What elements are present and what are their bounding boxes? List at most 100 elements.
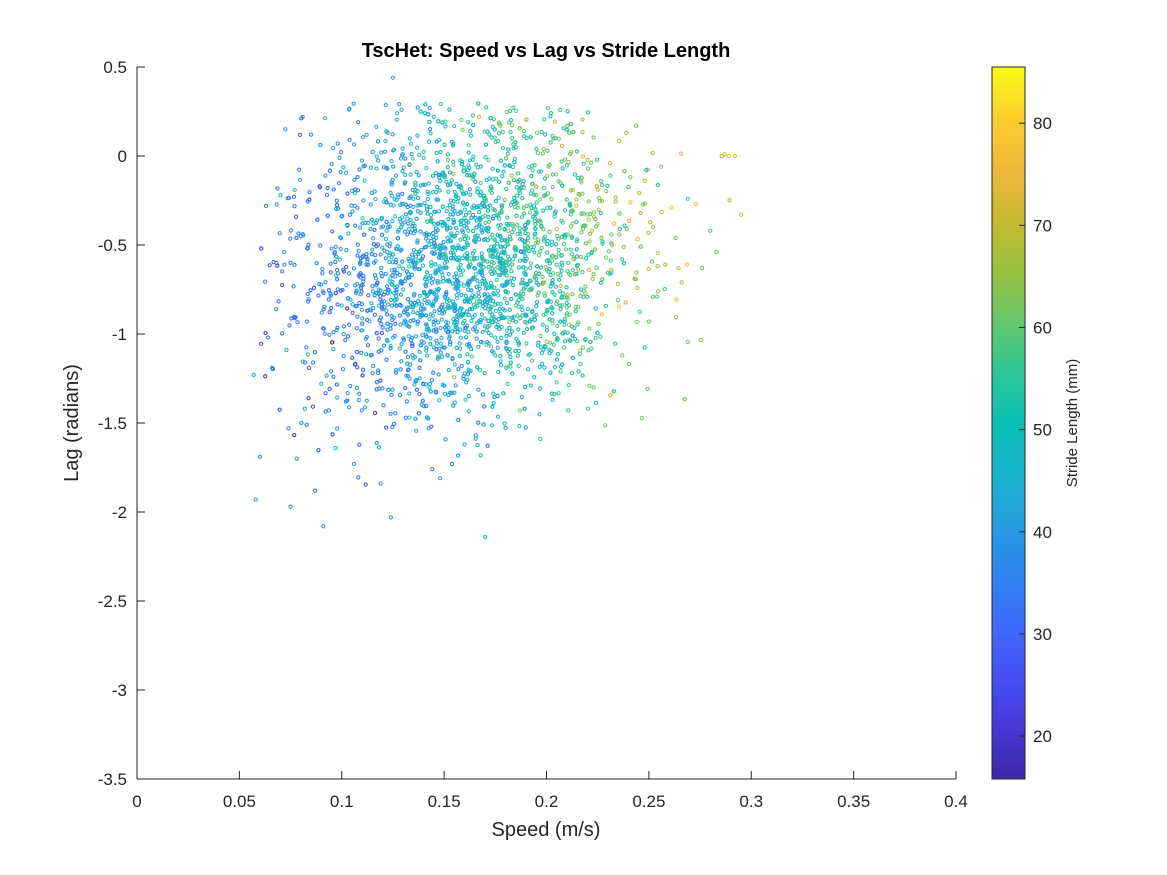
scatter-point [353,223,358,228]
scatter-point [353,187,358,192]
scatter-point [559,143,565,148]
scatter-point [622,223,627,228]
scatter-point [495,288,500,293]
scatter-point [445,353,450,358]
scatter-point [617,211,622,216]
scatter-point [345,191,350,196]
scatter-point [364,398,369,403]
scatter-point [360,216,365,221]
scatter-point [469,354,475,359]
scatter-point [522,406,527,411]
scatter-point [469,295,474,301]
scatter-point [415,105,420,110]
scatter-point [496,293,501,298]
scatter-point [305,199,310,204]
scatter-point [397,272,402,278]
scatter-point [529,205,534,210]
scatter-point [437,476,443,481]
scatter-point [462,237,467,242]
scatter-point [616,138,622,143]
scatter-point [544,339,549,345]
scatter-point [451,199,456,204]
scatter-point [509,173,514,178]
scatter-point [566,260,571,266]
scatter-point [479,251,484,256]
scatter-point [514,213,519,218]
scatter-point [510,136,515,141]
scatter-point [395,229,400,234]
scatter-point [562,329,567,335]
scatter-point [624,130,629,135]
scatter-point [444,319,449,325]
scatter-point [679,280,684,285]
scatter-point [586,199,591,204]
scatter-point [386,387,391,392]
scatter-point [439,255,444,260]
scatter-point [461,245,466,250]
scatter-point [399,359,404,364]
scatter-point [429,424,434,429]
scatter-point [463,325,469,330]
scatter-point [700,266,705,271]
scatter-point [483,142,489,147]
scatter-point [352,177,357,182]
scatter-point [498,272,503,278]
scatter-point [646,319,651,324]
x-tick-label: 0.25 [632,792,665,811]
scatter-point [474,329,479,334]
scatter-point [461,376,466,381]
scatter-point [414,378,419,383]
scatter-point [566,408,571,413]
scatter-point [288,260,293,265]
scatter-point [412,226,417,232]
scatter-point [350,209,355,214]
scatter-point [583,290,588,296]
scatter-point [532,232,537,237]
scatter-point [544,205,550,211]
scatter-point [429,217,434,222]
scatter-point [616,298,621,303]
scatter-point [496,317,501,322]
scatter-point [433,226,439,231]
scatter-point [425,292,431,297]
scatter-point [403,172,408,177]
scatter-point [371,242,376,247]
scatter-point [368,202,373,207]
scatter-point [418,109,423,114]
scatter-point [420,182,426,187]
scatter-point [560,303,565,308]
scatter-point [305,291,310,297]
scatter-point [502,163,507,168]
scatter-point [502,296,507,301]
scatter-point [359,307,364,312]
scatter-point [554,226,559,232]
scatter-point [565,109,570,114]
scatter-point [578,361,583,367]
scatter-point [524,321,529,326]
scatter-point [522,239,527,244]
scatter-point [515,300,520,305]
scatter-point [450,245,455,250]
colorbar-gradient [991,66,1026,780]
scatter-point [627,218,632,224]
scatter-point [588,212,593,217]
scatter-point [541,347,546,352]
scatter-point [399,107,404,112]
scatter-point [562,208,568,213]
scatter-point [536,237,541,242]
scatter-point [354,349,359,355]
scatter-point [452,375,457,380]
scatter-point [457,353,462,358]
scatter-point [611,389,616,394]
scatter-point [413,183,418,188]
scatter-point [534,304,539,309]
scatter-point [433,262,438,267]
scatter-point [461,311,466,317]
scatter-point [394,111,400,116]
scatter-point [411,204,416,210]
scatter-point [424,415,430,420]
scatter-point [556,236,561,241]
scatter-point [451,217,456,222]
scatter-point [447,107,452,112]
scatter-point [550,321,555,326]
